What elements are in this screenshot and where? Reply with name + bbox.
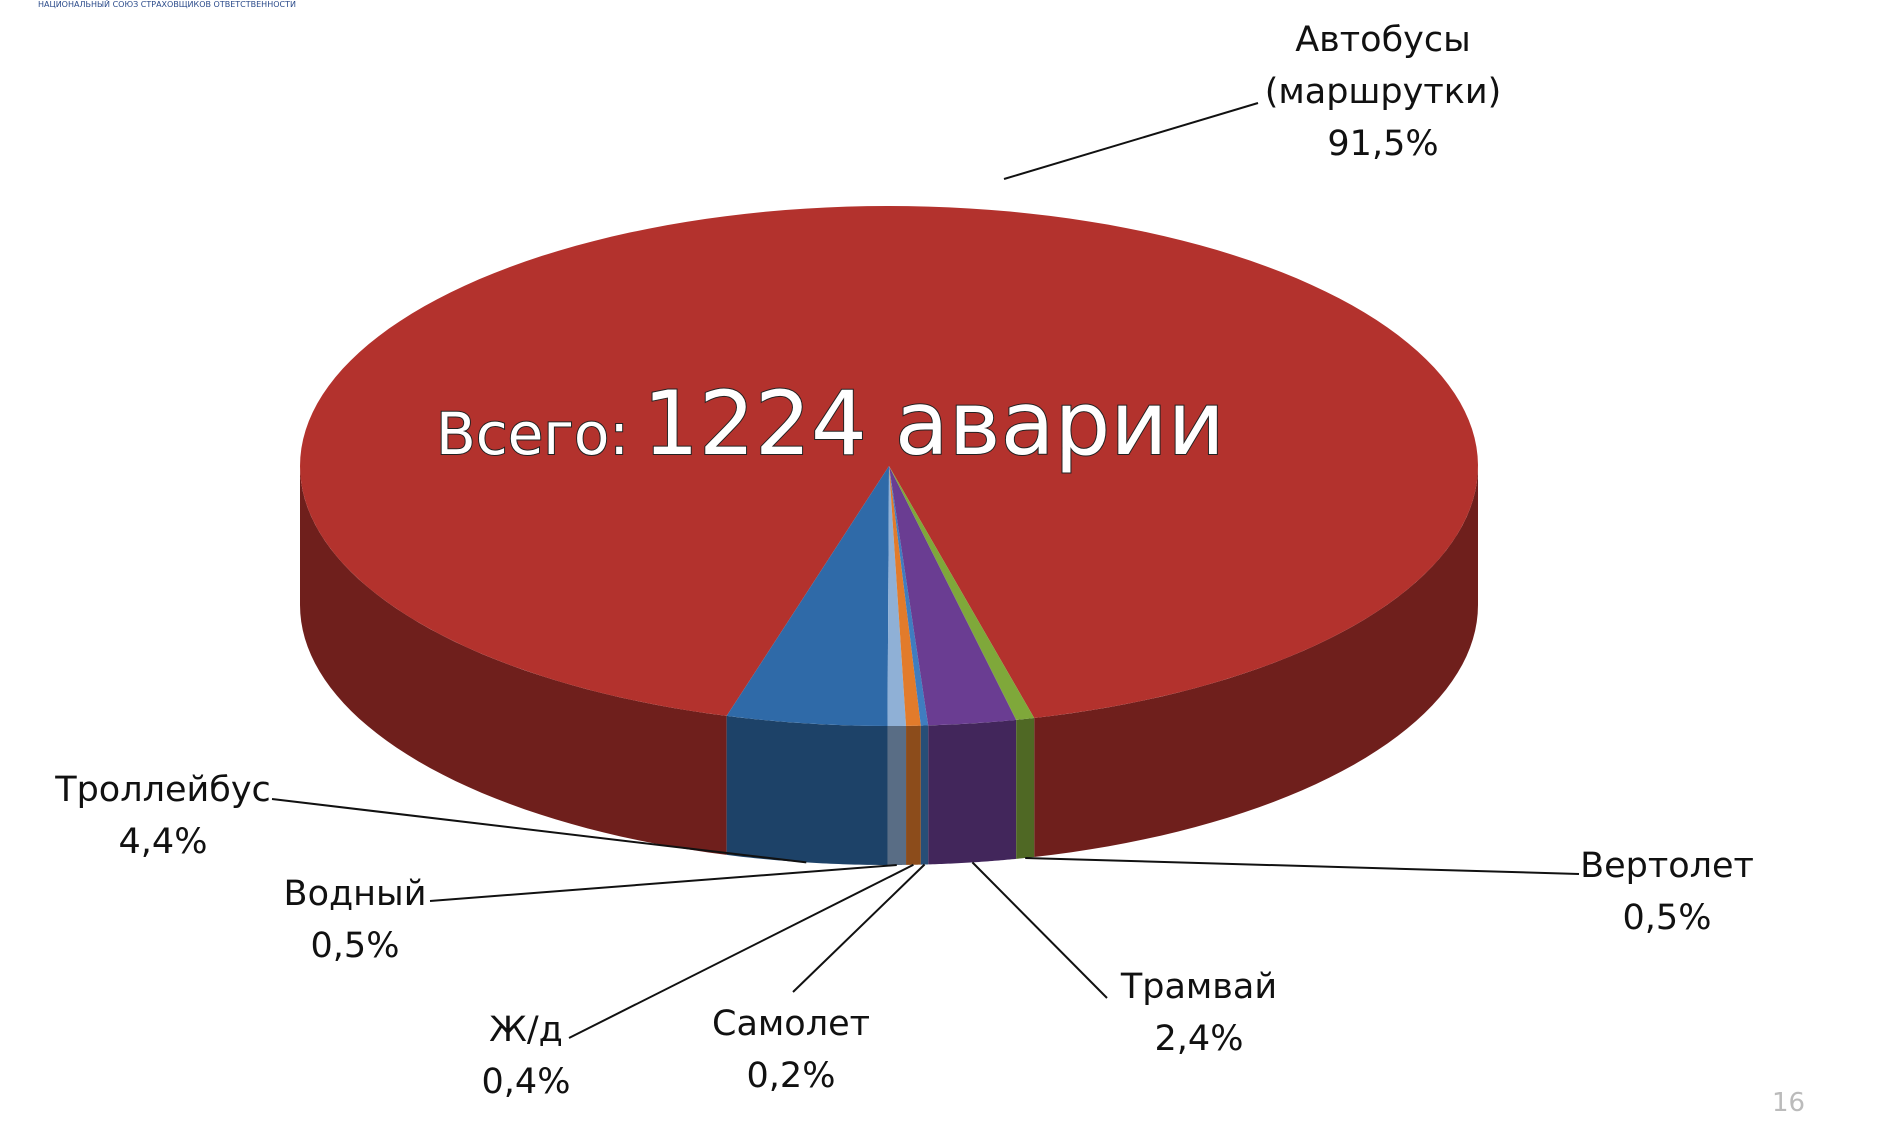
pie-side — [1016, 717, 1035, 859]
page-number: 16 — [1772, 1088, 1806, 1118]
value-label: 91,5% — [1327, 124, 1439, 164]
category-label: Водный — [283, 874, 427, 914]
header: НАЦИОНАЛЬНЫЙ СОЮЗ СТРАХОВЩИКОВ ОТВЕТСТВЕ… — [38, 0, 296, 9]
pie-side — [726, 715, 888, 865]
leader-line — [271, 798, 807, 864]
pie-side — [928, 719, 1017, 865]
slice-label: Троллейбус 4,4% — [55, 764, 271, 868]
slice-label: Ж/д 0,4% — [482, 1004, 571, 1108]
leader-line — [971, 861, 1108, 999]
value-label: 0,5% — [310, 926, 400, 966]
category-label: Троллейбус — [55, 770, 271, 810]
pie-side — [1034, 466, 1478, 857]
pie-slice — [889, 466, 921, 726]
leader-line — [568, 863, 914, 1039]
value-label: 2,4% — [1154, 1019, 1244, 1059]
pie-slice — [889, 466, 1017, 726]
category-label: Самолет — [712, 1004, 870, 1044]
total-value: 1224 аварии — [643, 372, 1225, 475]
total-label: Всего: — [436, 400, 629, 468]
value-label: 0,2% — [746, 1056, 836, 1096]
pie-side — [300, 466, 727, 855]
value-label: 0,5% — [1622, 898, 1712, 938]
slice-label: Автобусы (маршрутки) 91,5% — [1263, 14, 1503, 170]
category-label: Трамвай — [1120, 967, 1278, 1007]
slice-label: Вертолет 0,5% — [1580, 840, 1754, 944]
pie-side — [920, 725, 929, 865]
pie-side — [906, 725, 921, 865]
leader-line — [792, 863, 926, 993]
category-label: Ж/д — [489, 1010, 563, 1050]
pie-slice — [887, 466, 907, 726]
category-label: Автобусы (маршрутки) — [1264, 20, 1502, 112]
total-text: Всего: 1224 аварии — [436, 372, 1225, 475]
leader-line — [429, 863, 897, 902]
pie-slice — [300, 206, 1478, 718]
leader-line — [1003, 102, 1259, 180]
slice-label: Трамвай 2,4% — [1121, 961, 1277, 1065]
leader-line — [1025, 856, 1580, 875]
pie-slice — [889, 466, 929, 726]
slice-label: Самолет 0,2% — [712, 998, 870, 1102]
pie-slice — [726, 466, 889, 726]
slice-label: Водный 0,5% — [284, 868, 427, 972]
pie-slice — [889, 466, 1035, 720]
value-label: 4,4% — [118, 822, 208, 862]
value-label: 0,4% — [481, 1062, 571, 1102]
category-label: Вертолет — [1580, 846, 1754, 886]
pie-side — [887, 725, 907, 865]
